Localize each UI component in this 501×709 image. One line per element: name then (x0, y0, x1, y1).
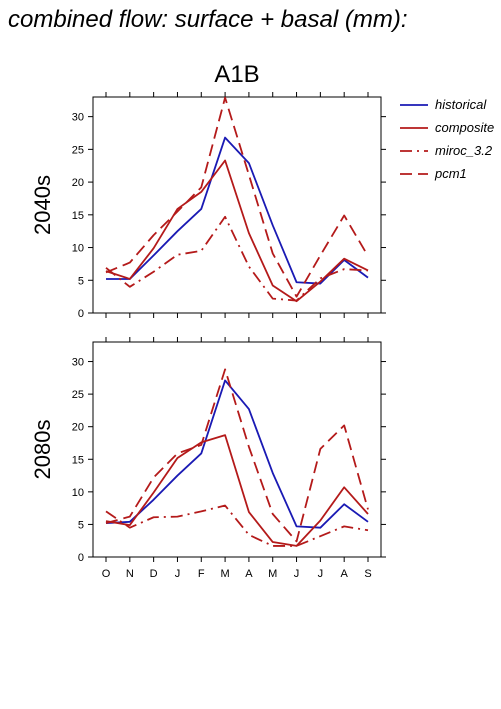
y-tick-label: 5 (78, 275, 84, 287)
legend-label: pcm1 (434, 166, 467, 181)
y-tick-label: 20 (72, 177, 84, 189)
x-tick-label: F (198, 568, 205, 580)
series-line-historical (106, 136, 369, 285)
series-line-composite (105, 434, 369, 547)
panel-2040s: 0 5 10 15 20 25 30 2040s (30, 92, 386, 320)
y-tick-label: 5 (78, 519, 84, 531)
y-tick-label: 10 (72, 243, 84, 255)
y-tick-label: 0 (78, 308, 84, 320)
x-tick-label: J (175, 568, 181, 580)
series-line-historical (105, 379, 369, 529)
scenario-title: A1B (214, 61, 259, 88)
legend-label: historical (435, 97, 487, 112)
panel-label: 2040s (30, 175, 55, 235)
legend-item-historical: historical (400, 97, 487, 112)
x-tick-label: M (268, 568, 277, 580)
page-title: combined flow: surface + basal (mm): (8, 6, 408, 33)
x-tick-label: A (341, 568, 349, 580)
legend-label: composite (435, 120, 494, 135)
y-tick-label: 15 (72, 210, 84, 222)
y-tick-label: 15 (72, 454, 84, 466)
y-tick-label: 30 (72, 357, 84, 369)
legend-item-pcm1: pcm1 (400, 166, 467, 181)
panel-label: 2080s (30, 420, 55, 480)
y-tick-label: 30 (72, 112, 84, 124)
chart-legend: historical composite miroc_3.2 pcm1 (400, 97, 494, 181)
plot-frame (92, 341, 382, 558)
chart-panels: 0 5 10 15 20 25 30 2040s 0 5 10 15 20 25 30 O N D J F M A M J J A… (30, 92, 386, 580)
legend-item-composite: composite (400, 120, 494, 135)
y-tick-label: 20 (72, 422, 84, 434)
x-tick-label: M (221, 568, 230, 580)
x-tick-label: S (364, 568, 371, 580)
y-tick-label: 25 (72, 144, 84, 156)
x-tick-label: J (318, 568, 324, 580)
series-line-composite (105, 159, 369, 303)
series-line-pcm1 (105, 368, 369, 543)
x-tick-label: A (245, 568, 253, 580)
legend-label: miroc_3.2 (435, 143, 493, 158)
x-tick-label: J (294, 568, 300, 580)
series-line-miroc_3.2 (105, 504, 369, 547)
y-tick-label: 25 (72, 389, 84, 401)
plot-frame (92, 96, 382, 314)
y-tick-label: 10 (72, 487, 84, 499)
legend-item-miroc_3.2: miroc_3.2 (400, 143, 493, 158)
y-tick-label: 0 (78, 552, 84, 564)
series-line-miroc_3.2 (105, 215, 369, 302)
x-tick-label: D (150, 568, 158, 580)
x-tick-label: N (126, 568, 134, 580)
x-tick-label: O (102, 568, 111, 580)
series-line-pcm1 (105, 96, 369, 298)
panel-2080s: 0 5 10 15 20 25 30 O N D J F M A M J J A S 2080s (30, 337, 386, 580)
